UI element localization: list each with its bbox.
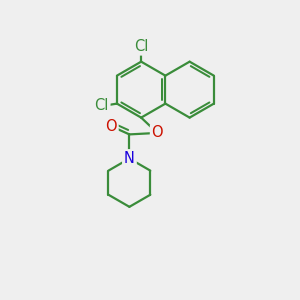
Text: O: O <box>105 118 117 134</box>
Text: O: O <box>152 125 163 140</box>
Text: Cl: Cl <box>134 39 148 54</box>
Text: N: N <box>124 151 135 166</box>
Text: N: N <box>124 151 135 166</box>
Text: Cl: Cl <box>94 98 109 113</box>
